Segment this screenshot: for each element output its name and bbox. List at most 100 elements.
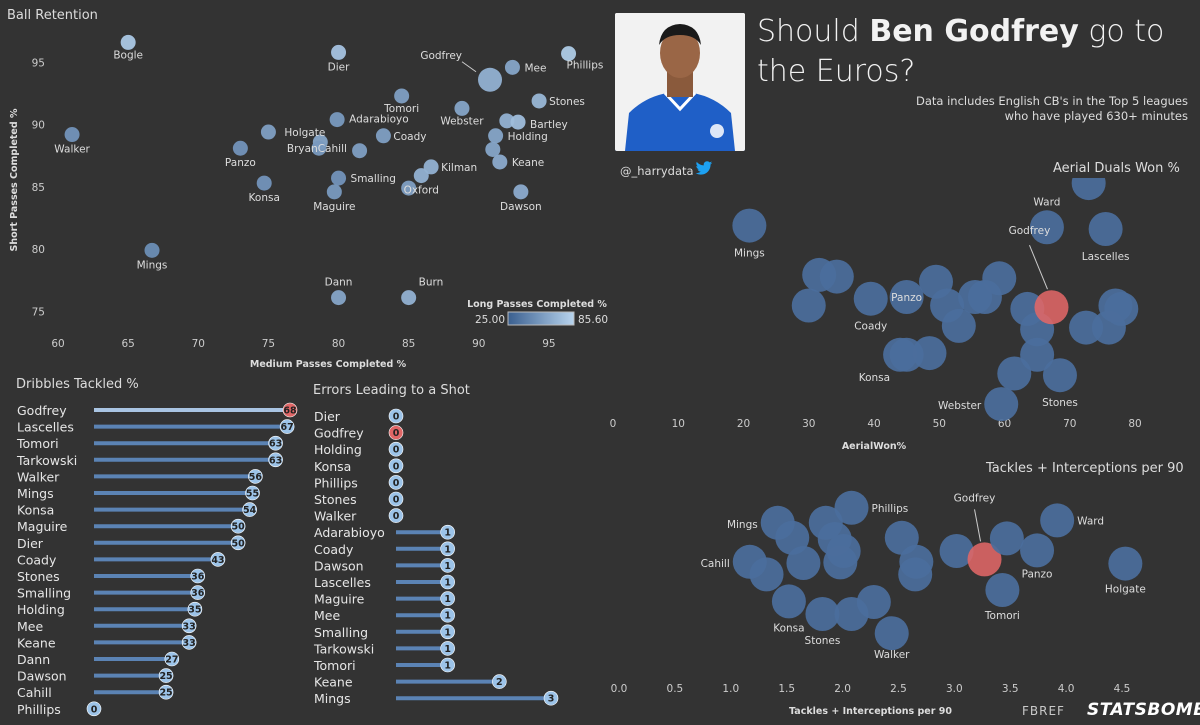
swarm-point-b6 (786, 546, 821, 580)
x-axis-label: Medium Passes Completed % (250, 359, 407, 370)
bar-value-godfrey: 68 (283, 406, 297, 417)
swarm-point-a17 (1091, 310, 1126, 345)
swarm-point-a3 (791, 288, 826, 323)
bar-marker-adarabioyo (440, 524, 455, 540)
swarm-point-a2 (819, 259, 854, 294)
scatter-point-walker (64, 127, 80, 143)
x-tick-label: 75 (262, 338, 275, 350)
point-label: Panzo (891, 292, 922, 304)
point-label: Mings (727, 519, 758, 531)
swarm-point-a19 (1020, 337, 1055, 372)
scatter-point-dier (331, 44, 347, 60)
y-axis-label: Short Passes Completed % (9, 108, 20, 251)
bar-marker-lascelles (440, 574, 455, 590)
point-label: Konsa (249, 192, 280, 204)
scatter-point-holding (488, 128, 504, 144)
bar-label-phillips: Phillips (17, 702, 61, 717)
bar-value-dier: 50 (232, 538, 246, 549)
swarm-point-holgate (1108, 546, 1143, 581)
bar-marker-holding (388, 441, 404, 457)
bar-value-keane: 33 (183, 638, 196, 649)
x-tick-label: 3.0 (946, 683, 963, 695)
bar-value-holding: 0 (393, 445, 400, 456)
bar-label-lascelles: Lascelles (17, 420, 74, 435)
bar-marker-dann (164, 651, 180, 667)
bar-marker-godfrey (388, 425, 404, 440)
bar-label-konsa: Konsa (17, 503, 54, 518)
bar-value-smalling: 36 (191, 588, 205, 599)
point-label: Smalling (351, 173, 396, 185)
point-label: Mee (524, 62, 546, 74)
bar-value-tomori: 63 (269, 439, 282, 450)
player-photo (615, 13, 745, 151)
bar-marker-smalling (440, 624, 455, 640)
x-tick-label: 50 (933, 418, 946, 430)
point-label: BryanCahill (287, 143, 347, 155)
bar-marker-lascelles (279, 419, 295, 434)
bar-marker-coady (440, 541, 455, 557)
scatter-point-kilman (423, 159, 439, 175)
bar-label-dier: Dier (17, 536, 44, 551)
twitter-handle[interactable]: @_harrydata (620, 164, 694, 178)
swarm-point-ward (1040, 503, 1075, 538)
swarm-point-stones (805, 597, 840, 631)
point-label: Webster (440, 115, 484, 127)
point-label: Holding (508, 131, 548, 143)
bar-marker-walker (388, 508, 404, 523)
bar-label-mings: Mings (314, 691, 351, 706)
bar-value-dier: 0 (393, 412, 400, 423)
bar-label-mee: Mee (17, 619, 43, 634)
bar-marker-mings (543, 690, 559, 706)
twitter-icon[interactable] (695, 161, 713, 180)
bar-marker-tomori (268, 435, 283, 451)
bar-label-cahill: Cahill (17, 685, 52, 700)
point-label: Phillips (567, 60, 604, 72)
bar-value-stones: 36 (191, 572, 205, 583)
bar-label-maguire: Maguire (17, 519, 68, 534)
point-label: Adarabioyo (349, 114, 409, 126)
highlight-leader-line (974, 509, 982, 542)
scatter-point-holgate (260, 124, 276, 140)
point-label: Webster (938, 400, 982, 412)
errors-title: Errors Leading to a Shot (313, 383, 470, 398)
bar-label-tarkowski: Tarkowski (16, 453, 77, 468)
legend-color-bar (507, 311, 575, 326)
y-tick-label: 95 (32, 57, 45, 69)
tackles-interceptions-chart: 0.0 0.5 1.0 1.5 2.0 2.5 3.0 3.5 4.0 4.5 Tackles + … (611, 490, 1146, 717)
ball-retention-chart: 60 65 70 75 80 85 90 95 75 80 85 90 95 Medium Passes … (9, 34, 608, 370)
bar-value-phillips: 0 (91, 704, 98, 715)
bar-label-adarabioyo: Adarabioyo (314, 525, 385, 540)
swarm-point-lascelles (1088, 212, 1123, 246)
point-label: Tomori (383, 103, 419, 115)
bar-label-lascelles: Lascelles (314, 575, 371, 590)
point-label: Mings (137, 259, 168, 271)
bar-marker-mee (440, 607, 455, 623)
statsbomb-logo-text: STATSBOMB (1087, 700, 1200, 720)
point-label: Dann (325, 277, 353, 289)
fbref-logo: FBREF (1022, 704, 1065, 718)
bar-value-maguire: 1 (444, 594, 451, 605)
aerial-duals-title: Aerial Duals Won % (1053, 161, 1180, 176)
bar-value-tomori: 1 (444, 661, 451, 672)
legend-title: Long Passes Completed % (467, 299, 607, 310)
scatter-point-smalling (331, 170, 347, 186)
bar-label-maguire: Maguire (314, 592, 365, 607)
swarm-point-mings (732, 208, 767, 243)
x-tick-label: 0.0 (611, 683, 628, 695)
bar-value-coady: 43 (211, 555, 224, 566)
point-label: Oxford (404, 185, 439, 197)
scatter-point-phillips (561, 46, 577, 62)
bar-label-tarkowski: Tarkowski (313, 641, 374, 656)
bar-value-walker: 0 (393, 511, 400, 522)
bar-value-godfrey: 0 (393, 428, 400, 439)
x-tick-label: 95 (542, 338, 555, 350)
point-label: Panzo (1022, 568, 1053, 580)
bar-value-dawson: 25 (159, 671, 172, 682)
x-tick-label: 1.0 (722, 683, 739, 695)
point-label: Bogle (113, 49, 143, 61)
scatter-point-adarabioyo (329, 112, 345, 128)
y-tick-label: 80 (32, 244, 45, 256)
errors-chart: Dier 0 Godfrey 0 Holding 0 Konsa 0 Phillips 0 Ston… (313, 408, 559, 706)
point-label: Walker (874, 649, 910, 661)
bar-marker-dier (388, 408, 404, 424)
